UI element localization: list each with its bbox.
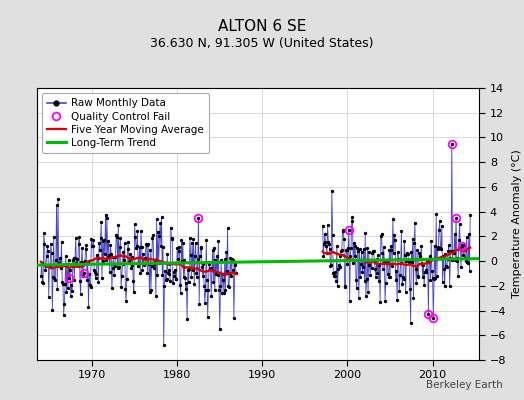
- Text: 36.630 N, 91.305 W (United States): 36.630 N, 91.305 W (United States): [150, 37, 374, 50]
- Legend: Raw Monthly Data, Quality Control Fail, Five Year Moving Average, Long-Term Tren: Raw Monthly Data, Quality Control Fail, …: [42, 93, 209, 153]
- Text: ALTON 6 SE: ALTON 6 SE: [218, 19, 306, 34]
- Y-axis label: Temperature Anomaly (°C): Temperature Anomaly (°C): [512, 150, 522, 298]
- Text: Berkeley Earth: Berkeley Earth: [427, 380, 503, 390]
